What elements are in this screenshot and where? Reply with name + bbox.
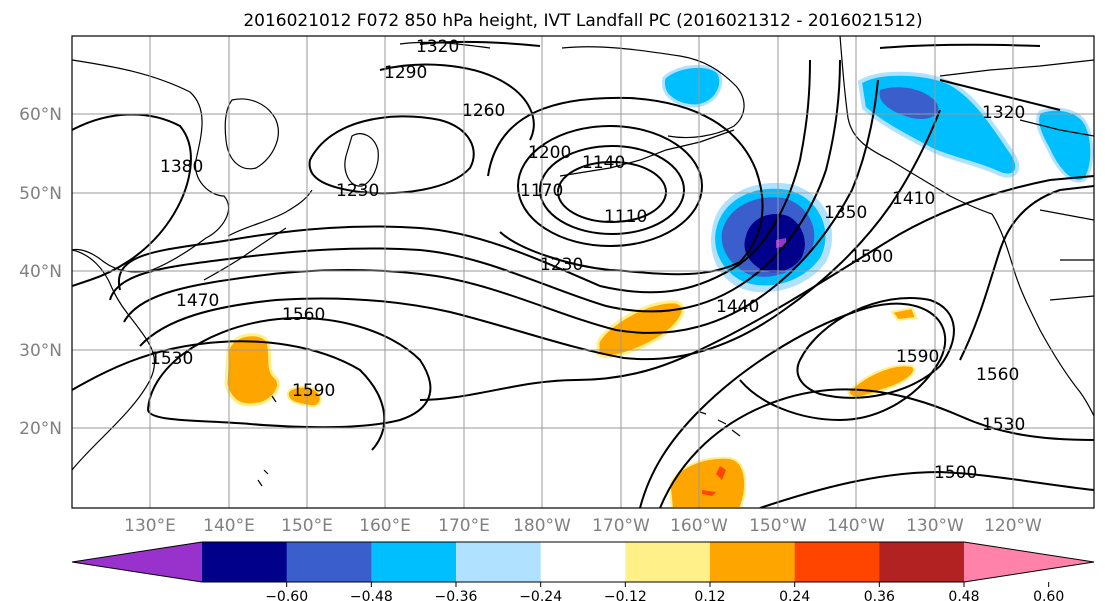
contour-label: 1290 [384,63,427,83]
lon-label: 170°W [592,516,650,536]
colorbar-tick-label: −0.60 [265,589,308,601]
contour-label: 1590 [896,347,939,367]
lon-label: 160°E [359,516,411,536]
lon-label: 160°W [670,516,728,536]
contour-label: 1560 [282,305,325,325]
lon-label: 130°E [124,516,176,536]
contour-label: 1590 [292,381,335,401]
lat-label: 50°N [19,184,62,204]
height-contours [72,40,1094,508]
ivt-shading [224,64,1094,508]
coastlines [72,36,1094,487]
contour-label: 1260 [462,101,505,121]
longitude-labels: 130°E 140°E 150°E 160°E 170°E 180°W 170°… [124,516,1042,536]
lon-label: 150°W [749,516,807,536]
colorbar-tick-label: −0.12 [604,589,647,601]
latitude-labels: 60°N 50°N 40°N 30°N 20°N [19,105,62,439]
lon-label: 140°E [203,516,255,536]
lon-label: 150°E [281,516,333,536]
contour-label: 1470 [176,291,219,311]
map-border [71,35,1095,509]
colorbar-tick-label: 0.12 [694,589,725,601]
colorbar-ticks: −0.60 −0.48 −0.36 −0.24 −0.12 0.12 0.24 0.36 0.4… [265,582,1064,601]
lat-label: 20°N [19,419,62,439]
colorbar-tick-label: −0.36 [435,589,478,601]
colorbar-tick-label: 0.48 [948,589,979,601]
colorbar-segment [879,542,965,582]
contour-label: 1230 [540,255,583,275]
colorbar-segment [710,542,796,582]
lat-label: 30°N [19,341,62,361]
contour-label: 1320 [416,37,459,57]
lat-label: 60°N [19,105,62,125]
colorbar-segment [540,542,626,582]
lon-label: 120°W [984,516,1042,536]
colorbar-tick-label: 0.60 [1033,589,1064,601]
contour-label: 1380 [160,157,203,177]
contour-label: 1110 [604,207,647,227]
contour-label: 1500 [850,247,893,267]
lon-label: 170°E [438,516,490,536]
colorbar-segment [456,542,542,582]
contour-label: 1530 [982,415,1025,435]
colorbar [71,541,1095,583]
colorbar-tick-label: −0.24 [519,589,562,601]
contour-label: 1560 [976,365,1019,385]
colorbar-segment [202,542,288,582]
colorbar-tick-label: 0.24 [779,589,810,601]
contour-label: 1500 [934,463,977,483]
contour-label: 1200 [528,143,571,163]
contour-label: 1230 [336,181,379,201]
contour-label: 1410 [892,189,935,209]
map-panel: 1320 1290 1260 1380 1230 1200 1140 1170 … [71,35,1095,509]
colorbar-segment [625,542,711,582]
colorbar-extend-high [964,542,1094,582]
graticule [72,36,1094,508]
lat-label: 40°N [19,262,62,282]
colorbar-segment [371,542,457,582]
lon-label: 180°W [513,516,571,536]
contour-labels: 1320 1290 1260 1380 1230 1200 1140 1170 … [150,37,1025,483]
colorbar-tick-label: −0.48 [350,589,393,601]
colorbar-outline [71,541,1095,583]
contour-label: 1350 [824,203,867,223]
lon-label: 130°W [906,516,964,536]
colorbar-segment [794,542,880,582]
contour-label: 1530 [150,349,193,369]
contour-label: 1140 [582,153,625,173]
contour-label: 1320 [982,103,1025,123]
colorbar-tick-label: 0.36 [864,589,895,601]
colorbar-extend-low [72,542,202,582]
contour-label: 1170 [520,181,563,201]
contour-label: 1440 [716,297,759,317]
lon-label: 140°W [827,516,885,536]
colorbar-segment [286,542,372,582]
map-title: 2016021012 F072 850 hPa height, IVT Land… [243,11,922,31]
